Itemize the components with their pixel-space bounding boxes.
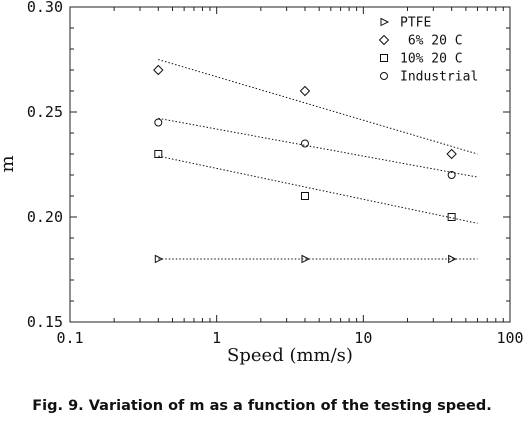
x-axis-title: Speed (mm/s) — [227, 345, 353, 366]
y-tick-label: 0.20 — [27, 208, 63, 226]
legend-marker-square — [380, 54, 388, 62]
plot-frame — [69, 6, 511, 323]
fit-line — [158, 59, 478, 155]
legend-label: 6% 20 C — [400, 34, 463, 49]
data-point-diamond — [446, 148, 457, 160]
data-point-square — [300, 192, 309, 200]
fit-line — [158, 117, 478, 178]
legend-label: PTFE — [400, 16, 431, 31]
data-point-circle — [154, 118, 163, 127]
x-tick-label: 10 — [354, 329, 372, 347]
legend-label: 10% 20 C — [400, 52, 463, 67]
data-point-triangle-right — [448, 254, 457, 264]
data-point-triangle-right — [154, 254, 164, 264]
fit-line — [158, 155, 478, 224]
y-tick-label: 0.15 — [27, 313, 63, 331]
legend-marker-diamond — [378, 34, 390, 46]
y-tick-label: 0.25 — [27, 103, 63, 121]
x-tick-label: 0.1 — [56, 329, 83, 347]
chart: 0.1 1 10 100 0.15 0.20 0.25 0.30 PTFE 6% 20 C 10… — [0, 0, 524, 366]
y-tick-label: 0.30 — [27, 0, 63, 16]
x-tick-label: 100 — [496, 329, 523, 347]
data-point-square — [447, 213, 456, 221]
legend-label: Industrial — [400, 70, 478, 85]
data-point-triangle-right — [301, 254, 311, 264]
data-point-circle — [447, 171, 456, 179]
data-point-diamond — [299, 85, 311, 97]
data-point-circle — [300, 139, 309, 148]
legend-marker-circle — [380, 72, 388, 80]
x-tick-label: 1 — [212, 329, 221, 347]
data-point-diamond — [153, 64, 164, 76]
y-axis-title: m — [0, 155, 18, 172]
data-point-square — [154, 150, 163, 158]
legend-marker-triangle-right — [380, 17, 390, 27]
figure-caption: Fig. 9. Variation of m as a function of … — [32, 398, 492, 414]
